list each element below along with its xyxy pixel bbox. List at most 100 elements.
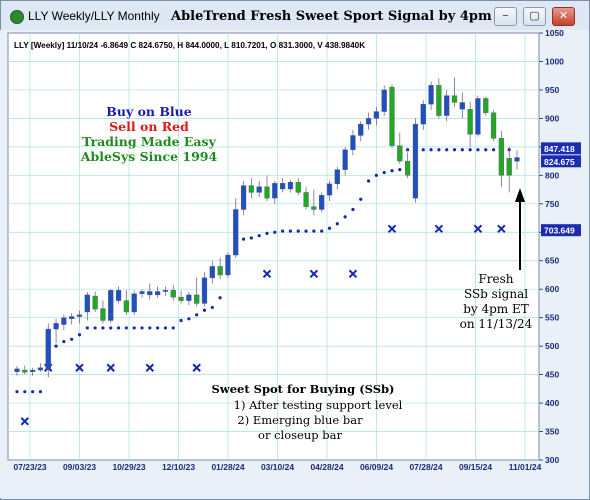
y-tick-label: 950 bbox=[545, 85, 559, 95]
header-line: LLY [Weekly] 11/10/24 -6.8649 C 824.6750… bbox=[14, 41, 365, 50]
candle bbox=[248, 178, 254, 199]
candle-body bbox=[436, 85, 442, 116]
candle bbox=[256, 181, 262, 197]
sell-marker bbox=[75, 363, 84, 372]
candle-body bbox=[358, 123, 364, 136]
sweet-spot-line-3: or closeup bar bbox=[258, 428, 342, 442]
candle bbox=[483, 96, 489, 116]
stop-dot bbox=[421, 148, 425, 152]
x-tick-label: 03/10/24 bbox=[261, 462, 294, 472]
stop-dots bbox=[15, 148, 511, 394]
stop-dot bbox=[62, 339, 66, 344]
stop-dot bbox=[179, 318, 183, 323]
sell-markers bbox=[20, 224, 506, 426]
candle-body bbox=[209, 266, 215, 279]
candle-body bbox=[326, 183, 333, 196]
chart-title: AbleTrend Fresh Sweet Sport Signal by 4p… bbox=[171, 9, 516, 24]
stop-dot bbox=[374, 173, 378, 177]
candle-body bbox=[131, 293, 137, 313]
candle bbox=[37, 363, 44, 372]
candle-body bbox=[381, 89, 387, 112]
price-tag: 824.675 bbox=[541, 155, 581, 168]
candle-body bbox=[459, 102, 465, 110]
x-tick-label: 09/03/23 bbox=[63, 462, 96, 472]
candle bbox=[420, 100, 426, 130]
candle bbox=[186, 292, 192, 306]
stop-dot bbox=[156, 326, 160, 330]
y-tick-label: 800 bbox=[545, 170, 559, 180]
x-tick-label: 11/01/24 bbox=[509, 462, 542, 472]
stop-dot bbox=[31, 390, 35, 394]
stop-dot bbox=[241, 237, 246, 241]
grid bbox=[8, 33, 539, 460]
stop-dot bbox=[484, 148, 488, 152]
candle bbox=[506, 146, 512, 193]
candle bbox=[397, 132, 403, 164]
stop-dot bbox=[187, 317, 191, 321]
sell-marker bbox=[106, 363, 115, 372]
stop-dot bbox=[398, 168, 402, 172]
sell-marker bbox=[473, 224, 483, 234]
stop-dot bbox=[218, 296, 222, 300]
candle bbox=[264, 175, 270, 201]
candle bbox=[319, 192, 325, 213]
candle bbox=[358, 121, 364, 142]
stop-dot bbox=[460, 148, 464, 152]
candle-body bbox=[201, 277, 208, 304]
window-title: LLY Weekly/LLY Monthly bbox=[28, 9, 160, 23]
restore-button[interactable]: ▢ bbox=[523, 7, 546, 26]
candle bbox=[342, 146, 348, 176]
y-tick-label: 750 bbox=[545, 199, 559, 209]
candle-body bbox=[365, 118, 372, 125]
candle-body bbox=[514, 157, 520, 162]
candle bbox=[475, 95, 481, 137]
price-chart: 3003504004505005506006507007508008509009… bbox=[0, 30, 588, 498]
stop-dot bbox=[132, 326, 136, 330]
stop-dot bbox=[366, 179, 371, 183]
fresh-line-4: on 11/13/24 bbox=[460, 317, 533, 331]
candle-body bbox=[233, 209, 239, 256]
candle-body bbox=[506, 158, 512, 176]
candle bbox=[45, 323, 51, 378]
signal-arrowhead bbox=[515, 188, 525, 202]
sell-marker-stroke bbox=[473, 224, 483, 234]
stop-dot bbox=[70, 337, 74, 341]
stop-dot bbox=[445, 148, 449, 152]
x-tick-label: 01/28/24 bbox=[211, 462, 244, 472]
candle bbox=[14, 366, 20, 376]
stop-dot bbox=[312, 229, 316, 233]
stop-dot bbox=[171, 326, 175, 330]
candle-body bbox=[162, 290, 169, 292]
candle bbox=[162, 286, 169, 297]
candle bbox=[170, 284, 176, 301]
candle bbox=[436, 78, 442, 119]
candle bbox=[115, 286, 122, 304]
stop-dot bbox=[163, 326, 168, 330]
minimize-button[interactable]: − bbox=[494, 7, 517, 26]
app-icon bbox=[10, 10, 24, 24]
candle-body bbox=[22, 369, 28, 373]
candle-body bbox=[311, 206, 317, 210]
stop-dot bbox=[273, 230, 277, 234]
candle bbox=[498, 130, 504, 187]
candle bbox=[92, 291, 98, 312]
sweet-spot-title: Sweet Spot for Buying (SSb) bbox=[212, 382, 395, 396]
candle-body bbox=[444, 95, 450, 116]
candle bbox=[108, 289, 114, 324]
stop-dot bbox=[320, 229, 324, 233]
y-tick-label: 350 bbox=[545, 427, 559, 437]
candle-body bbox=[264, 186, 270, 199]
candle-body bbox=[178, 296, 184, 301]
stop-dot bbox=[265, 231, 269, 236]
close-button[interactable]: ✕ bbox=[552, 7, 575, 26]
sweet-spot-line-1: 1) After testing support level bbox=[234, 398, 403, 412]
candle-body bbox=[139, 291, 145, 294]
stop-dot bbox=[406, 148, 410, 152]
stop-dot bbox=[257, 234, 261, 238]
candle bbox=[69, 313, 75, 325]
candle-body bbox=[405, 160, 411, 176]
sweet-spot-annotation: Sweet Spot for Buying (SSb) 1) After tes… bbox=[212, 382, 403, 442]
sell-marker bbox=[192, 363, 201, 372]
candle-body bbox=[280, 183, 286, 190]
y-tick-label: 600 bbox=[545, 284, 559, 294]
